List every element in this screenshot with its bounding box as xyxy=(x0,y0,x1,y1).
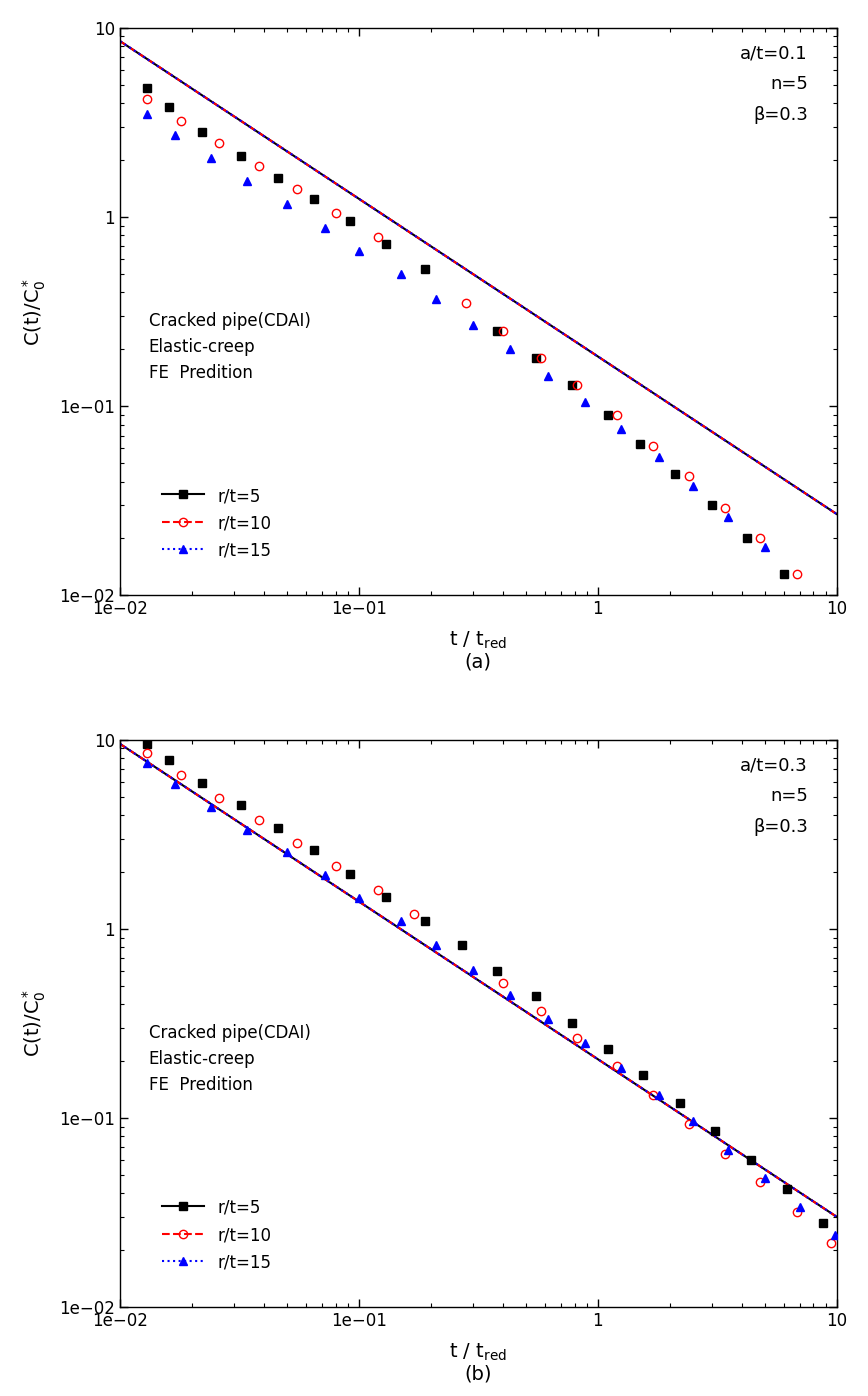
Text: a/t=0.3
n=5
β=0.3: a/t=0.3 n=5 β=0.3 xyxy=(740,757,808,836)
Legend: r/t=5, r/t=10, r/t=15: r/t=5, r/t=10, r/t=15 xyxy=(157,1194,276,1276)
Y-axis label: C(t)/C$_0^*$: C(t)/C$_0^*$ xyxy=(21,278,49,346)
Text: (a): (a) xyxy=(465,652,492,671)
Text: (b): (b) xyxy=(464,1364,492,1383)
X-axis label: t / t$_\mathrm{red}$: t / t$_\mathrm{red}$ xyxy=(450,630,507,651)
Text: Cracked pipe(CDAI)
Elastic-creep
FE  Predition: Cracked pipe(CDAI) Elastic-creep FE Pred… xyxy=(148,1023,311,1094)
X-axis label: t / t$_\mathrm{red}$: t / t$_\mathrm{red}$ xyxy=(450,1342,507,1362)
Text: Cracked pipe(CDAI)
Elastic-creep
FE  Predition: Cracked pipe(CDAI) Elastic-creep FE Pred… xyxy=(148,311,311,383)
Y-axis label: C(t)/C$_0^*$: C(t)/C$_0^*$ xyxy=(21,990,49,1057)
Legend: r/t=5, r/t=10, r/t=15: r/t=5, r/t=10, r/t=15 xyxy=(157,482,276,564)
Text: a/t=0.1
n=5
β=0.3: a/t=0.1 n=5 β=0.3 xyxy=(740,45,808,124)
